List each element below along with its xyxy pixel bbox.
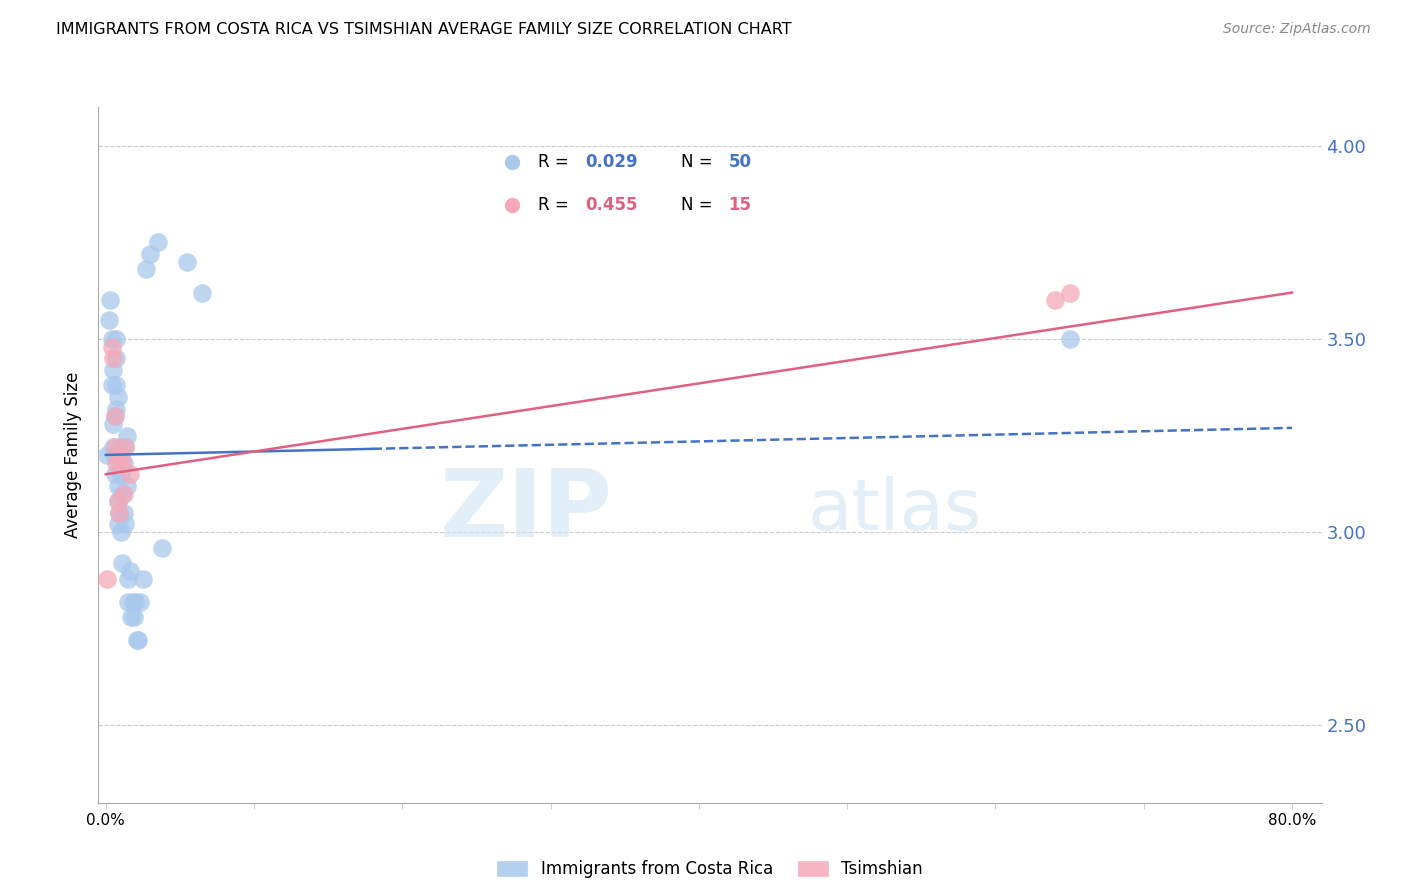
Point xyxy=(105,351,128,366)
Point xyxy=(1059,332,1081,346)
Point xyxy=(107,390,129,404)
Point xyxy=(108,456,131,470)
Point xyxy=(100,332,122,346)
Point xyxy=(110,440,132,454)
Point xyxy=(110,467,132,482)
Point xyxy=(103,351,125,366)
Point xyxy=(176,254,198,268)
Point xyxy=(107,479,129,493)
Text: 0.455: 0.455 xyxy=(585,196,638,214)
Point xyxy=(112,456,135,470)
Point xyxy=(104,409,127,424)
Point xyxy=(191,285,214,300)
Point xyxy=(108,506,131,520)
Point xyxy=(110,525,132,540)
Point xyxy=(97,312,120,326)
Point xyxy=(110,448,132,462)
Point xyxy=(129,595,152,609)
Point xyxy=(120,610,142,624)
Point xyxy=(118,467,141,482)
Point xyxy=(112,506,135,520)
Point xyxy=(105,378,128,392)
Point xyxy=(103,440,125,454)
Point xyxy=(124,595,146,609)
Text: IMMIGRANTS FROM COSTA RICA VS TSIMSHIAN AVERAGE FAMILY SIZE CORRELATION CHART: IMMIGRANTS FROM COSTA RICA VS TSIMSHIAN … xyxy=(56,22,792,37)
Point xyxy=(103,363,125,377)
Point xyxy=(1043,293,1066,308)
Point xyxy=(107,494,129,508)
Point xyxy=(98,293,121,308)
Point xyxy=(115,479,138,493)
Point xyxy=(96,572,118,586)
Point xyxy=(105,332,128,346)
Point xyxy=(115,428,138,442)
Point xyxy=(114,440,136,454)
Text: 15: 15 xyxy=(728,196,751,214)
Text: R =: R = xyxy=(537,196,574,214)
Text: N =: N = xyxy=(681,196,717,214)
Point xyxy=(107,494,129,508)
Point xyxy=(135,262,157,277)
Point xyxy=(111,556,134,570)
Point xyxy=(104,440,127,454)
Text: N =: N = xyxy=(681,153,717,171)
Text: Source: ZipAtlas.com: Source: ZipAtlas.com xyxy=(1223,22,1371,37)
Point xyxy=(117,595,139,609)
Point xyxy=(125,633,148,648)
Text: 0.029: 0.029 xyxy=(585,153,638,171)
Point xyxy=(107,517,129,532)
Point xyxy=(104,448,127,462)
Text: ZIP: ZIP xyxy=(439,465,612,557)
Point xyxy=(146,235,169,250)
Point xyxy=(127,633,149,648)
Point xyxy=(150,541,173,555)
Point xyxy=(122,610,145,624)
Point xyxy=(111,456,134,470)
Point xyxy=(96,448,118,462)
Point xyxy=(112,486,135,500)
Point xyxy=(139,247,162,261)
Point xyxy=(104,409,127,424)
Point xyxy=(105,401,128,416)
Text: 50: 50 xyxy=(728,153,751,171)
Point xyxy=(114,517,136,532)
Point xyxy=(117,572,139,586)
Text: R =: R = xyxy=(537,153,574,171)
Point xyxy=(100,340,122,354)
Point xyxy=(114,440,136,454)
Point xyxy=(118,564,141,578)
Point xyxy=(1059,285,1081,300)
Y-axis label: Average Family Size: Average Family Size xyxy=(65,372,83,538)
Text: atlas: atlas xyxy=(808,476,983,545)
Point xyxy=(104,467,127,482)
Point xyxy=(108,506,131,520)
Point xyxy=(103,417,125,431)
Point xyxy=(121,595,143,609)
Point xyxy=(105,456,128,470)
Point xyxy=(100,378,122,392)
Point xyxy=(111,486,134,500)
Legend: Immigrants from Costa Rica, Tsimshian: Immigrants from Costa Rica, Tsimshian xyxy=(491,854,929,885)
Point xyxy=(132,572,155,586)
